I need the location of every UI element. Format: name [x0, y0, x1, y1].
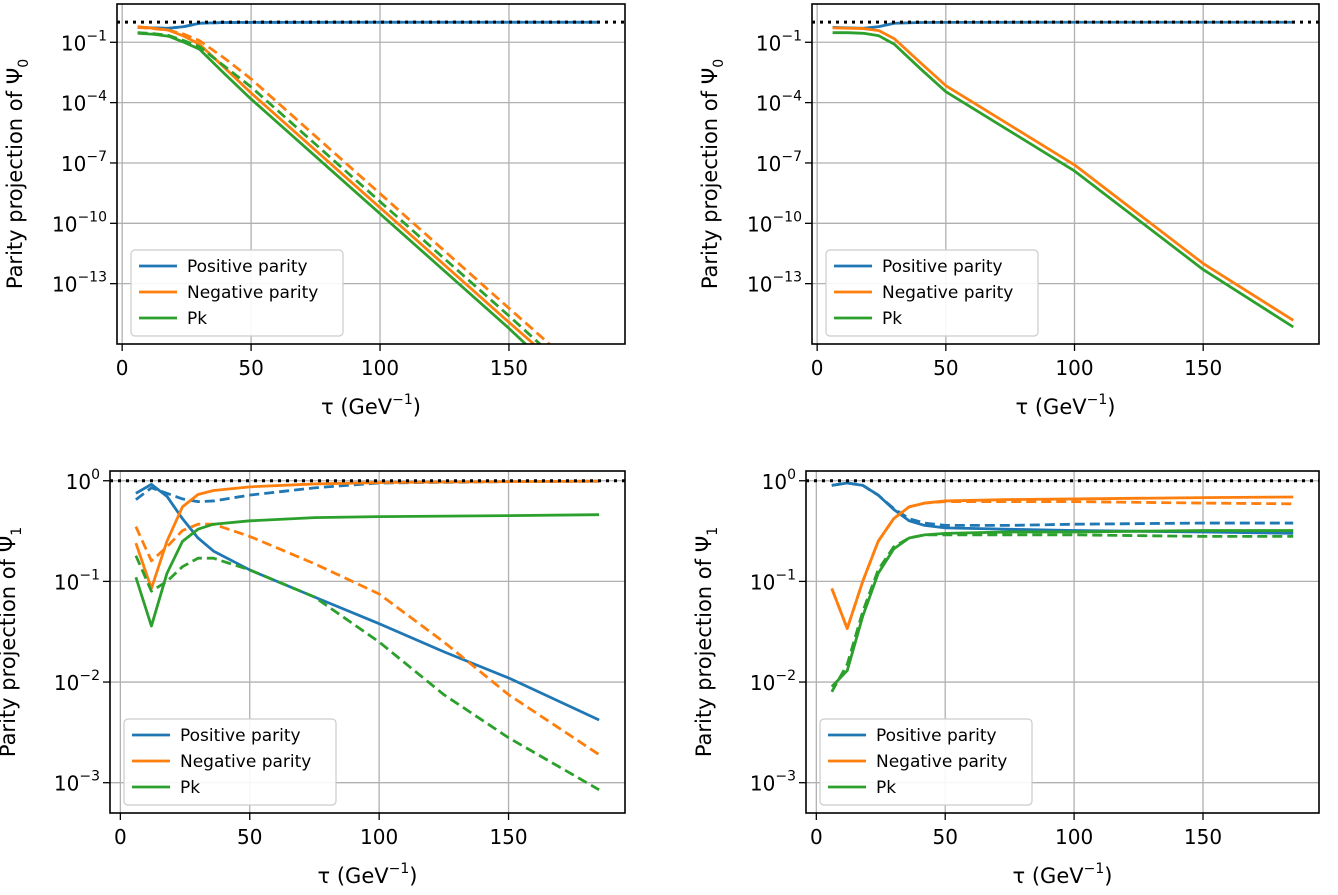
bottom-left-ylabel: Parity projection of Ψ1: [0, 527, 25, 757]
top-left-ylabel: Parity projection of Ψ0: [3, 59, 32, 289]
bottom-right-series-pk-solid: [830, 529, 1294, 688]
bottom-right-xlabel: τ (GeV−1): [1013, 861, 1113, 888]
bottom-right-xtick-50: 50: [932, 825, 957, 849]
bottom-left-series-positive-solid: [135, 482, 600, 722]
bottom-left-ytick-1: 10−1: [54, 567, 100, 594]
top-right-series-pk-solid: [832, 31, 1295, 329]
top-right-xtick-0: 0: [811, 356, 824, 380]
top-left-ytick-2: 10−7: [61, 149, 107, 176]
bottom-left-xtick-50: 50: [237, 825, 262, 849]
top-left-xtick-150: 150: [490, 356, 528, 380]
bottom-left-legend-label-positive: Positive parity: [180, 726, 301, 746]
bottom-right-frame: [805, 470, 1320, 814]
bottom-right-panel: 0 50 100 150 100 10−1 10−2 10−3 τ (GeV−1) Parity …: [692, 467, 1320, 888]
bottom-left-legend-label-negative: Negative parity: [180, 752, 311, 772]
top-right-frame: [811, 3, 1320, 345]
bottom-right-series-pk-dashed: [830, 533, 1294, 693]
top-right-legend-label-pk: Pk: [882, 309, 902, 329]
top-left-xlabel: τ (GeV−1): [321, 392, 421, 419]
bottom-left-legend: Positive parity Negative parity Pk: [123, 718, 337, 806]
bottom-right-ytick-2: 10−2: [750, 668, 796, 695]
bottom-left-series-negative-solid: [134, 479, 600, 590]
top-left-ytick-4: 10−13: [52, 270, 107, 297]
top-left-legend-label-positive: Positive parity: [187, 257, 308, 277]
top-right-ytick-0: 10−1: [756, 28, 802, 55]
bottom-left-series-pk-solid: [134, 513, 600, 628]
bottom-right-ylabel: Parity projection of Ψ1: [692, 527, 721, 757]
bottom-right-xtick-0: 0: [810, 825, 823, 849]
top-left-legend-label-negative: Negative parity: [187, 283, 318, 303]
top-left-legend-label-pk: Pk: [187, 309, 207, 329]
top-left-xtick-50: 50: [238, 356, 263, 380]
top-right-panel: 0 50 100 150 10−1 10−4 10−7 10−10 10−13 τ (GeV−1)…: [698, 3, 1320, 419]
bottom-right-legend-label-pk: Pk: [876, 778, 896, 798]
bottom-left-xtick-0: 0: [114, 825, 127, 849]
top-left-series-pk-dashed: [137, 31, 542, 344]
top-left-series-negative-dashed: [137, 25, 552, 344]
top-right-legend-label-positive: Positive parity: [882, 257, 1003, 277]
top-right-legend-label-negative: Negative parity: [882, 283, 1013, 303]
top-left-panel: 0 50 100 150 10−1 10−4 10−7 10−10 10−13 τ (GeV−1)…: [3, 3, 626, 419]
top-left-ytick-1: 10−4: [61, 89, 107, 116]
top-right-xtick-100: 100: [1055, 356, 1093, 380]
bottom-right-series-positive-dashed: [831, 481, 1294, 527]
top-right-legend: Positive parity Negative parity Pk: [825, 249, 1039, 337]
top-left-ytick-0: 10−1: [61, 28, 107, 55]
top-left-frame: [116, 3, 626, 345]
bottom-left-ytick-0: 100: [66, 467, 100, 494]
bottom-right-legend-label-positive: Positive parity: [876, 726, 997, 746]
bottom-left-ytick-3: 10−3: [54, 769, 100, 796]
bottom-right-legend-label-negative: Negative parity: [876, 752, 1007, 772]
bottom-right-series-negative-dashed: [830, 500, 1294, 630]
top-left-legend: Positive parity Negative parity Pk: [130, 249, 344, 337]
bottom-left-series-pk-dashed: [134, 555, 600, 792]
bottom-right-xtick-150: 150: [1184, 825, 1222, 849]
bottom-right-ytick-3: 10−3: [750, 769, 796, 796]
bottom-left-xtick-150: 150: [489, 825, 527, 849]
bottom-left-legend-label-pk: Pk: [180, 778, 200, 798]
top-right-series-negative-solid: [832, 26, 1295, 322]
bottom-right-ytick-0: 100: [762, 467, 796, 494]
top-left-xtick-0: 0: [116, 356, 129, 380]
bottom-left-series-negative-dashed: [134, 522, 600, 756]
bottom-right-xtick-100: 100: [1055, 825, 1093, 849]
top-right-ytick-3: 10−10: [747, 209, 802, 236]
bottom-left-xlabel: τ (GeV−1): [318, 861, 418, 888]
top-right-ylabel: Parity projection of Ψ0: [698, 59, 727, 289]
bottom-right-series-negative-solid: [830, 495, 1294, 630]
top-right-xtick-150: 150: [1184, 356, 1222, 380]
bottom-left-xtick-100: 100: [360, 825, 398, 849]
top-right-ytick-4: 10−13: [747, 270, 802, 297]
bottom-right-legend: Positive parity Negative parity Pk: [819, 718, 1033, 806]
bottom-left-ytick-2: 10−2: [54, 668, 100, 695]
top-left-ytick-3: 10−10: [52, 209, 107, 236]
bottom-right-ytick-1: 10−1: [750, 567, 796, 594]
top-right-ytick-1: 10−4: [756, 89, 802, 116]
bottom-left-panel: 0 50 100 150 100 10−1 10−2 10−3 τ (GeV−1) Parity …: [0, 467, 626, 888]
top-right-ytick-2: 10−7: [756, 149, 802, 176]
bottom-left-frame: [109, 470, 626, 814]
top-right-xtick-50: 50: [933, 356, 958, 380]
top-left-xtick-100: 100: [361, 356, 399, 380]
top-right-xlabel: τ (GeV−1): [1016, 392, 1116, 419]
